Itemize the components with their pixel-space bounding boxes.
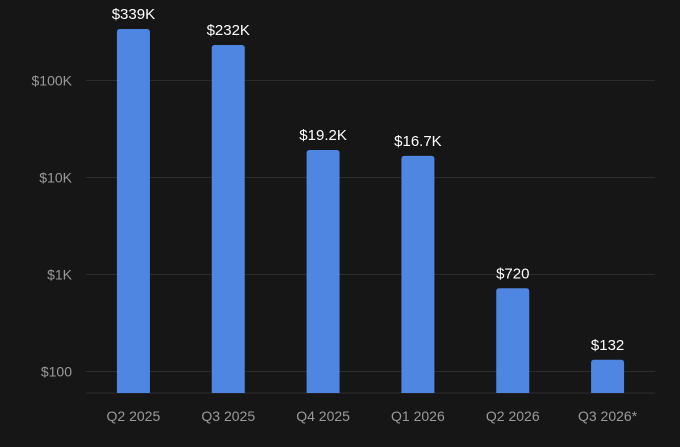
bars (116, 29, 625, 394)
x-tick-label: Q2 2025 (107, 408, 161, 424)
data-label: $232K (207, 22, 250, 39)
bar-q2-2026 (496, 288, 530, 393)
bar-q4-2025 (306, 149, 340, 393)
y-axis: $100 $1K $10K $100K (32, 72, 73, 379)
y-tick-label: $100 (41, 363, 72, 379)
bar-q1-2026 (401, 155, 435, 393)
x-tick-label: Q1 2026 (391, 408, 445, 424)
x-tick-label: Q2 2026 (486, 408, 540, 424)
bar-q3-2025 (211, 45, 245, 394)
x-tick-label: Q3 2025 (201, 408, 255, 424)
grid-layer (86, 79, 655, 394)
data-label: $339K (112, 6, 155, 23)
data-label: $720 (496, 265, 529, 282)
x-axis: Q2 2025 Q3 2025 Q4 2025 Q1 2026 Q2 2026 Q3 20… (107, 408, 638, 424)
data-label: $132 (591, 337, 624, 354)
x-tick-label: Q3 2026* (578, 408, 638, 424)
y-tick-label: $100K (32, 72, 73, 88)
bar-q3-2026- (591, 359, 625, 393)
bar-q2-2025 (116, 29, 150, 393)
x-tick-label: Q4 2025 (296, 408, 350, 424)
data-label: $19.2K (299, 127, 347, 144)
data-labels: $339K $232K $19.2K $16.7K $720 $132 (112, 6, 625, 354)
data-label: $16.7K (394, 133, 442, 150)
y-tick-label: $10K (39, 169, 72, 185)
y-tick-label: $1K (47, 266, 73, 282)
